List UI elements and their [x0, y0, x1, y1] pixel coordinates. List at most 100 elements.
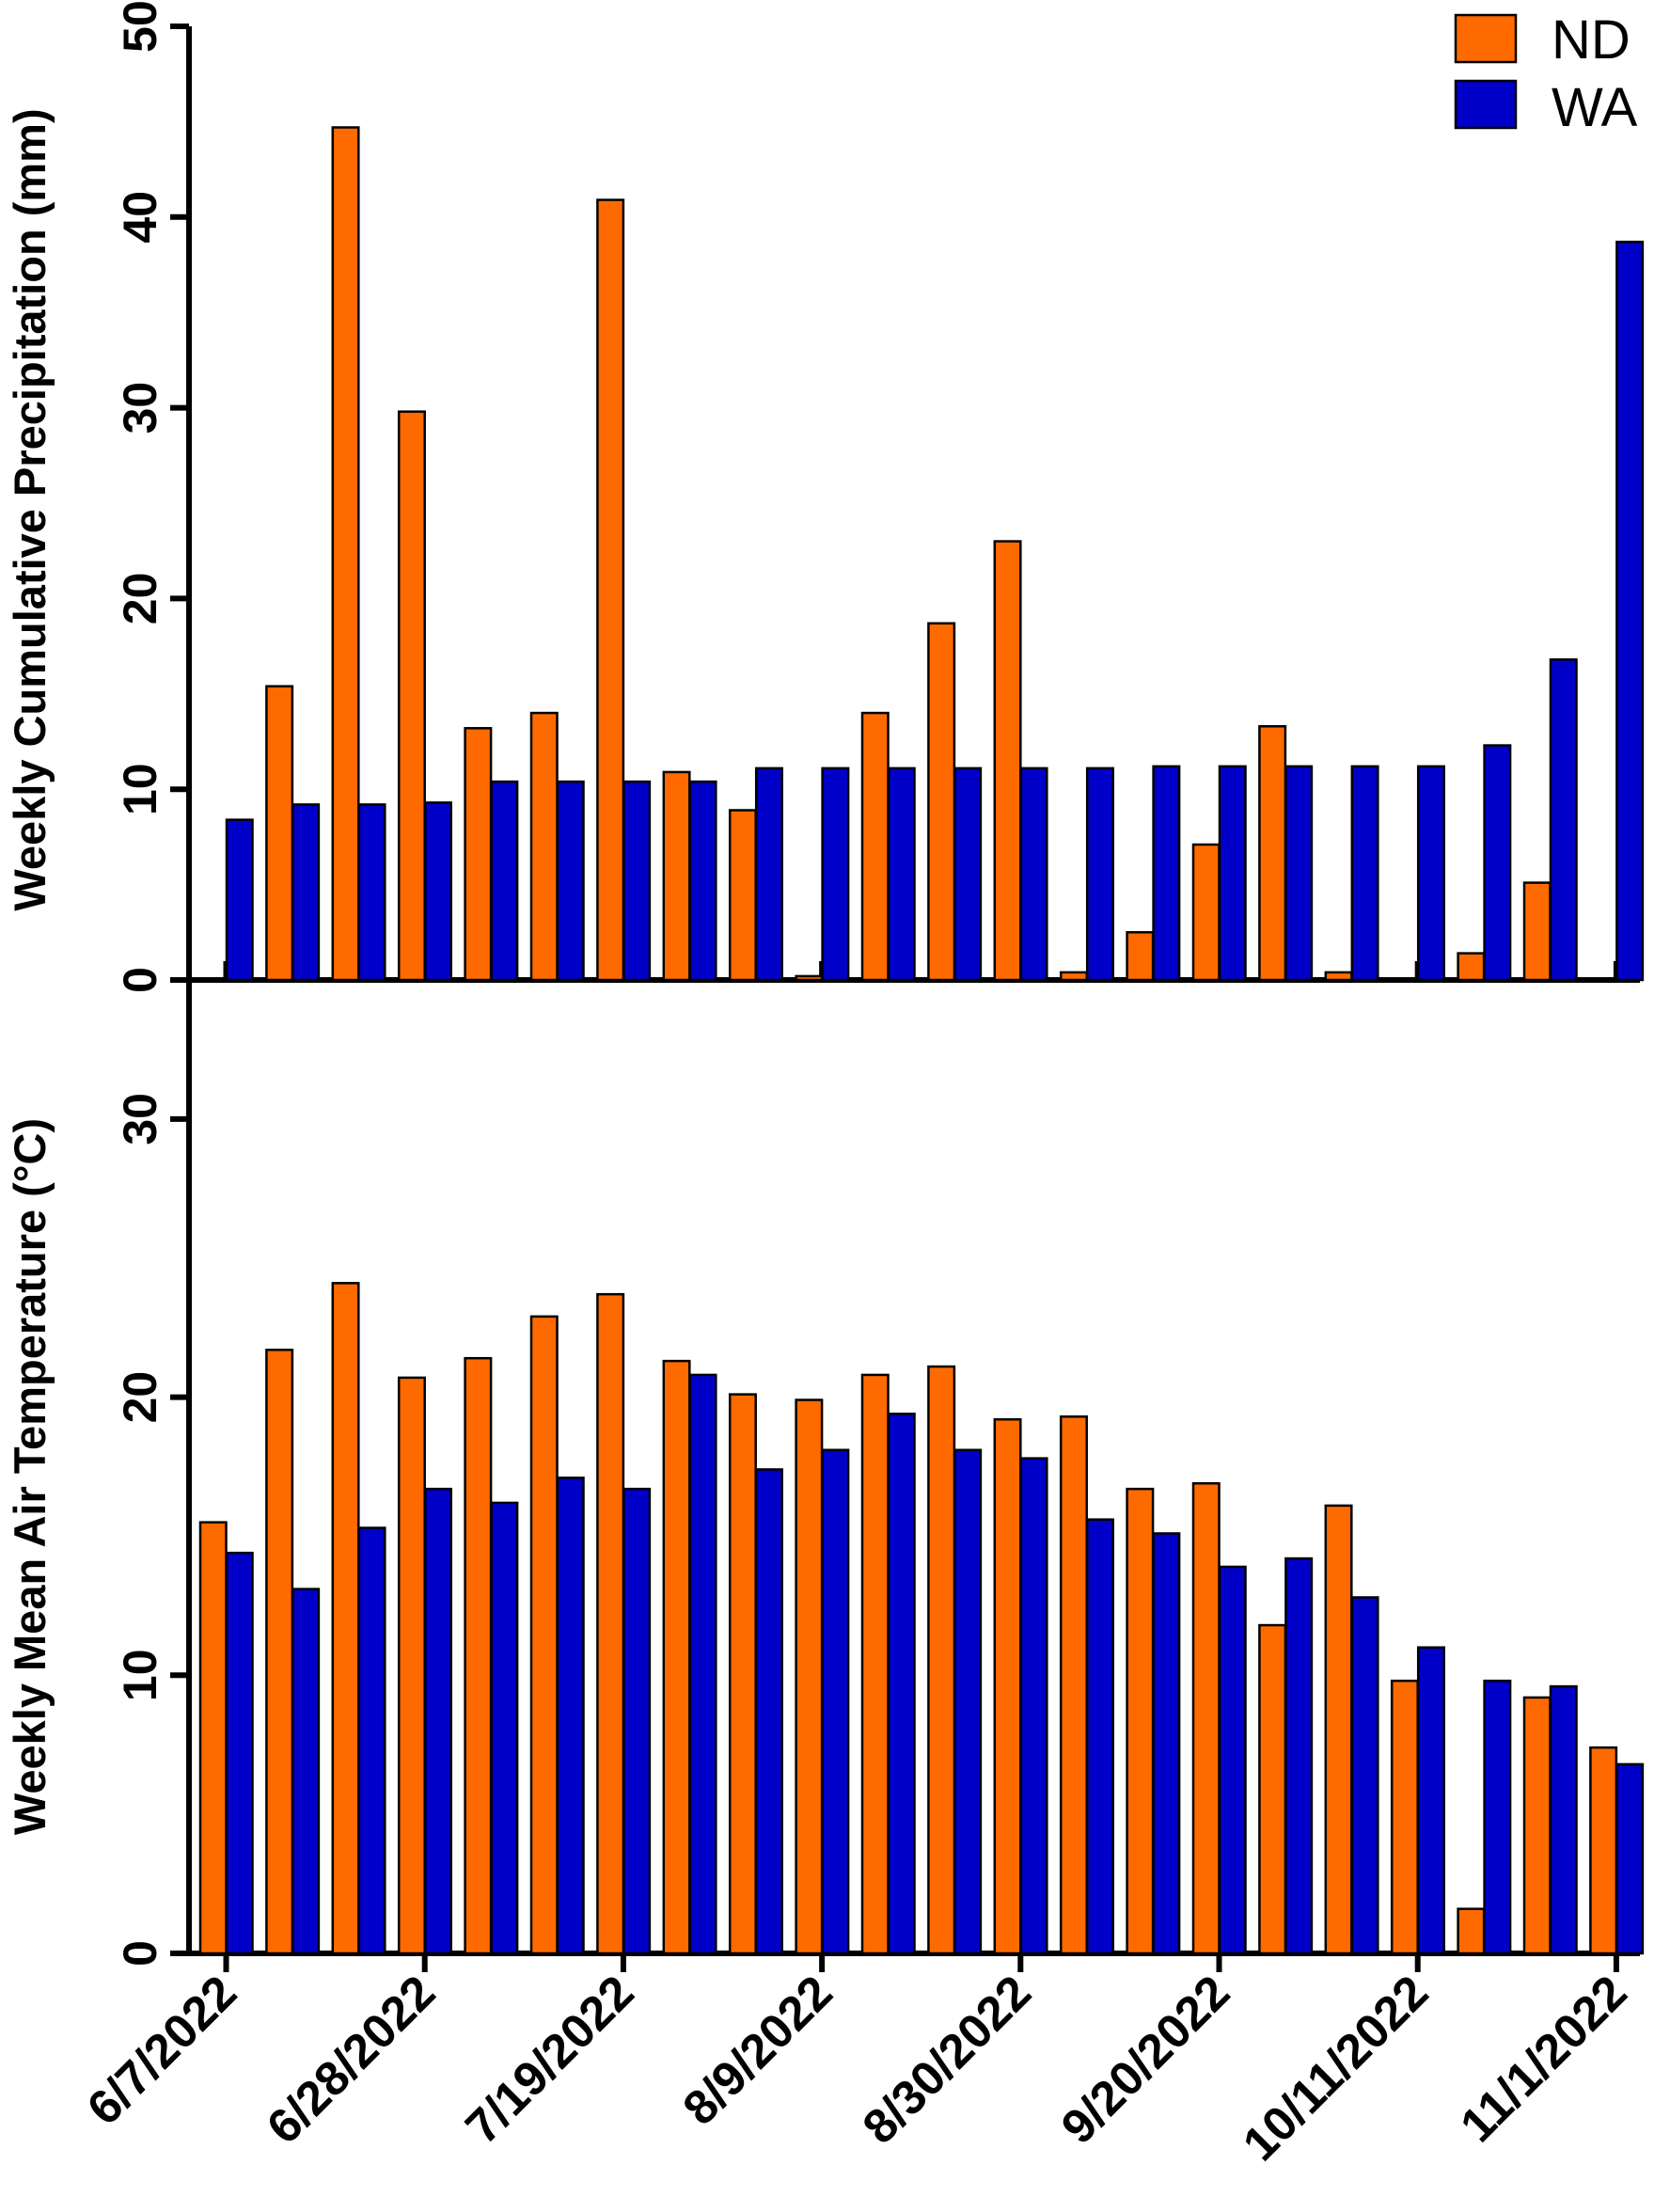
precip-bar-nd — [1457, 952, 1486, 982]
temp-bar-nd — [1126, 1487, 1155, 1955]
temp-bar-wa — [423, 1487, 452, 1955]
temp-bar-nd — [331, 1282, 360, 1955]
precip-bar-nd — [265, 685, 294, 982]
precip-bar-nd — [1059, 971, 1088, 982]
temp-bar-wa — [291, 1588, 321, 1955]
precip-bar-wa — [357, 803, 386, 982]
temp-bar-nd — [1522, 1696, 1552, 1955]
precip-bar-wa — [490, 780, 519, 982]
precip-bar-wa — [1483, 744, 1512, 982]
temp-bar-nd — [1457, 1907, 1486, 1955]
precip-y-axis-title: Weekly Cumulative Precipitation (mm) — [5, 108, 55, 910]
precip-y-tick-label: 10 — [114, 763, 166, 815]
precip-bar-nd — [331, 126, 360, 982]
temp-bar-wa — [225, 1551, 254, 1955]
temp-bars — [198, 1282, 1645, 1955]
temp-bar-nd — [464, 1356, 493, 1955]
temp-bar-wa — [1019, 1457, 1048, 1955]
temp-bar-nd — [198, 1521, 228, 1955]
temp-bar-nd — [1059, 1415, 1088, 1955]
temp-bar-nd — [1390, 1679, 1419, 1955]
temp-y-tick-label: 10 — [114, 1649, 166, 1701]
x-axis-labels: 6/7/2022 6/28/2022 7/19/2022 8/9/2022 8/30/2… — [77, 1965, 1637, 2171]
temp-bar-wa — [1085, 1518, 1114, 1955]
temp-bar-nd — [265, 1349, 294, 1955]
temp-bar-wa — [1284, 1556, 1314, 1955]
temp-bar-nd — [1324, 1504, 1353, 1955]
precip-bar-nd — [464, 727, 493, 982]
temp-bar-wa — [490, 1501, 519, 1955]
precip-bar-wa — [1549, 658, 1578, 982]
x-tick-label: 10/11/2022 — [1233, 1965, 1439, 2171]
temp-bar-nd — [1258, 1623, 1287, 1955]
precip-bar-wa — [622, 780, 652, 982]
precip-bar-wa — [1615, 240, 1645, 982]
temp-bar-wa — [821, 1448, 850, 1955]
precip-bar-wa — [887, 766, 916, 982]
precip-bar-wa — [1085, 766, 1114, 982]
x-tick-label: 8/30/2022 — [852, 1965, 1041, 2154]
precip-bar-nd — [662, 770, 691, 982]
precip-bar-wa — [423, 801, 452, 982]
temp-bar-nd — [927, 1365, 956, 1955]
temp-y-ticks: 0 10 20 30 — [114, 1093, 189, 1967]
temp-bar-nd — [860, 1373, 890, 1955]
temp-bar-wa — [556, 1477, 585, 1955]
precip-bar-nd — [1258, 725, 1287, 982]
x-tick-label: 6/7/2022 — [77, 1965, 247, 2135]
precip-bar-wa — [556, 780, 585, 982]
temp-y-axis-title: Weekly Mean Air Temperature (°C) — [5, 1118, 55, 1835]
temp-bar-nd — [1589, 1746, 1618, 1955]
precip-bar-wa — [1284, 765, 1314, 982]
precip-bar-wa — [1416, 765, 1445, 982]
x-tick-label: 7/19/2022 — [455, 1965, 644, 2154]
temp-bar-wa — [1615, 1762, 1645, 1955]
temp-bar-nd — [795, 1398, 824, 1955]
precip-y-tick-label: 30 — [114, 382, 166, 434]
precip-y-ticks: 0 10 20 30 40 50 — [114, 0, 189, 993]
temp-bar-wa — [1549, 1684, 1578, 1955]
precip-bars — [225, 126, 1645, 982]
x-tick-label: 11/1/2022 — [1450, 1965, 1637, 2152]
precip-bar-wa — [1019, 766, 1048, 982]
temp-bar-wa — [1350, 1596, 1379, 1955]
temp-bar-nd — [397, 1376, 426, 1955]
legend-swatch-wa — [1454, 79, 1518, 130]
precip-bar-wa — [688, 780, 717, 982]
temp-bar-wa — [1416, 1646, 1445, 1955]
precip-y-tick-label: 50 — [114, 0, 166, 53]
precip-bar-nd — [1522, 881, 1552, 982]
temp-y-tick-label: 0 — [114, 1940, 166, 1967]
temp-y-tick-label: 30 — [114, 1093, 166, 1146]
precip-bar-nd — [397, 410, 426, 982]
x-tick-label: 6/28/2022 — [257, 1965, 446, 2154]
temp-bar-nd — [662, 1359, 691, 1955]
x-tick-label: 8/9/2022 — [672, 1965, 843, 2135]
temp-x-ticks — [223, 1953, 1619, 1972]
temp-bar-wa — [887, 1413, 916, 1955]
temp-bar-nd — [728, 1393, 757, 1955]
temp-bar-wa — [1152, 1532, 1181, 1955]
precip-bar-nd — [795, 974, 824, 982]
precip-y-tick-label: 40 — [114, 191, 166, 244]
precip-y-tick-label: 20 — [114, 573, 166, 625]
legend-label-nd: ND — [1552, 9, 1631, 71]
temp-bar-nd — [596, 1292, 625, 1955]
legend-swatch-nd — [1454, 13, 1518, 64]
x-tick-label: 9/20/2022 — [1051, 1965, 1240, 2154]
temp-bar-wa — [688, 1373, 717, 1955]
precip-bar-nd — [529, 711, 559, 982]
legend-label-wa: WA — [1552, 77, 1638, 138]
precip-bar-wa — [225, 818, 254, 982]
precip-bar-nd — [596, 198, 625, 982]
precip-bar-wa — [821, 766, 850, 982]
precip-bar-nd — [1324, 971, 1353, 982]
precip-bar-nd — [927, 622, 956, 982]
temp-bar-nd — [529, 1315, 559, 1955]
temp-y-tick-label: 20 — [114, 1371, 166, 1424]
temp-bar-nd — [993, 1417, 1022, 1955]
precip-bar-wa — [1152, 765, 1181, 982]
precip-bar-wa — [1350, 765, 1379, 982]
temp-bar-wa — [754, 1468, 783, 1955]
